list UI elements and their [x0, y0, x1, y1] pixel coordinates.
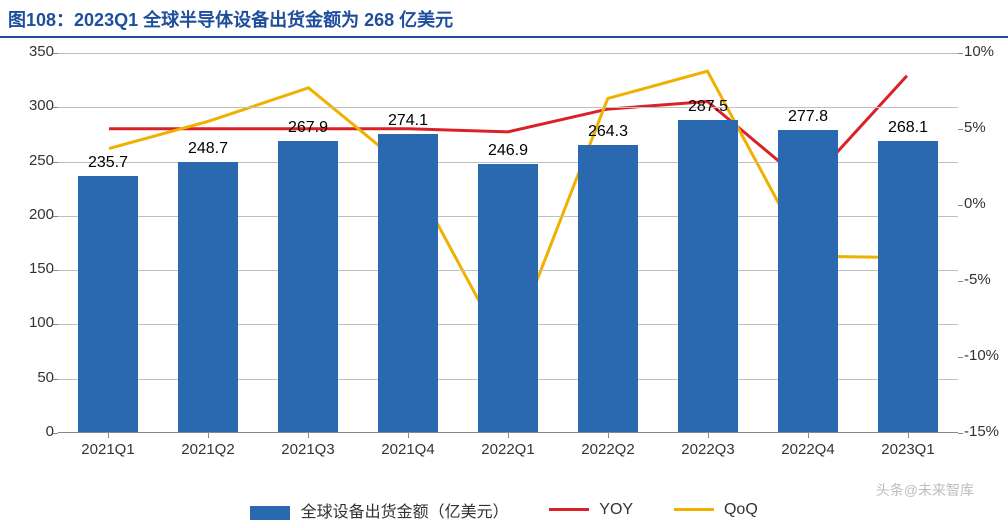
bar-value-label: 277.8: [788, 108, 828, 126]
x-tick: [308, 433, 309, 438]
bar: [78, 176, 138, 432]
x-tick-label: 2022Q4: [781, 441, 834, 458]
y-left-tick: [53, 270, 58, 271]
legend-label-qoq: QoQ: [724, 501, 758, 518]
bar: [378, 134, 438, 432]
bar-value-label: 287.5: [688, 98, 728, 116]
bar: [178, 162, 238, 432]
watermark: 头条@未来智库: [876, 480, 974, 500]
y-left-tick: [53, 162, 58, 163]
y-left-tick: [53, 379, 58, 380]
x-tick-label: 2021Q1: [81, 441, 134, 458]
y-left-tick-label: 0: [4, 423, 54, 440]
y-right-tick: [958, 433, 963, 434]
bar-value-label: 267.9: [288, 119, 328, 137]
x-tick-label: 2021Q4: [381, 441, 434, 458]
figure-header: 图108：2023Q1 全球半导体设备出货金额为 268 亿美元: [0, 0, 1008, 38]
chart-area: 0 50 100 150 200 250 300 350 -15% -10% -5% 0% 5% 10% 2…: [0, 38, 1008, 528]
bar-value-label: 235.7: [88, 154, 128, 172]
bar: [878, 141, 938, 432]
x-tick: [608, 433, 609, 438]
x-tick: [708, 433, 709, 438]
y-right-tick-label: 5%: [964, 119, 1008, 136]
y-left-tick-label: 50: [4, 369, 54, 386]
y-left-tick-label: 300: [4, 97, 54, 114]
bar: [778, 130, 838, 432]
legend-label-bars: 全球设备出货金额（亿美元）: [301, 504, 509, 521]
figure-title: 图108：2023Q1 全球半导体设备出货金额为 268 亿美元: [8, 10, 453, 30]
legend: 全球设备出货金额（亿美元） YOY QoQ: [0, 498, 1008, 522]
y-left-tick: [53, 433, 58, 434]
bar: [678, 120, 738, 432]
y-right-tick: [958, 281, 963, 282]
x-tick-label: 2021Q2: [181, 441, 234, 458]
y-left-tick: [53, 53, 58, 54]
y-right-tick: [958, 205, 963, 206]
y-left-tick: [53, 107, 58, 108]
x-tick: [808, 433, 809, 438]
x-tick-label: 2022Q3: [681, 441, 734, 458]
x-tick-label: 2022Q1: [481, 441, 534, 458]
y-left-tick-label: 100: [4, 314, 54, 331]
x-tick: [108, 433, 109, 438]
x-tick: [208, 433, 209, 438]
legend-swatch-yoy: [549, 508, 589, 511]
y-right-tick-label: 10%: [964, 43, 1008, 60]
y-left-tick-label: 200: [4, 206, 54, 223]
bar-value-label: 264.3: [588, 123, 628, 141]
legend-swatch-bar: [250, 506, 290, 520]
legend-label-yoy: YOY: [599, 501, 633, 518]
bar: [578, 145, 638, 432]
y-right-tick: [958, 357, 963, 358]
bar: [278, 141, 338, 432]
x-tick-label: 2022Q2: [581, 441, 634, 458]
x-tick: [908, 433, 909, 438]
y-right-tick: [958, 129, 963, 130]
y-right-tick-label: 0%: [964, 195, 1008, 212]
x-tick-label: 2023Q1: [881, 441, 934, 458]
y-left-tick-label: 150: [4, 260, 54, 277]
gridline: [58, 53, 958, 54]
bar-value-label: 246.9: [488, 142, 528, 160]
y-left-tick: [53, 216, 58, 217]
bar-value-label: 248.7: [188, 140, 228, 158]
y-right-tick-label: -5%: [964, 271, 1008, 288]
legend-item-yoy: YOY: [549, 501, 633, 519]
plot-region: 050100150200250300350-15%-10%-5%0%5%10%2…: [58, 53, 958, 433]
legend-item-bars: 全球设备出货金额（亿美元）: [250, 498, 508, 522]
y-right-tick-label: -10%: [964, 347, 1008, 364]
x-tick: [508, 433, 509, 438]
x-tick-label: 2021Q3: [281, 441, 334, 458]
y-left-tick: [53, 324, 58, 325]
bar-value-label: 268.1: [888, 119, 928, 137]
bar: [478, 164, 538, 432]
y-right-tick: [958, 53, 963, 54]
x-tick: [408, 433, 409, 438]
y-left-tick-label: 250: [4, 152, 54, 169]
bar-value-label: 274.1: [388, 112, 428, 130]
y-left-tick-label: 350: [4, 43, 54, 60]
legend-item-qoq: QoQ: [674, 501, 758, 519]
legend-swatch-qoq: [674, 508, 714, 511]
y-right-tick-label: -15%: [964, 423, 1008, 440]
